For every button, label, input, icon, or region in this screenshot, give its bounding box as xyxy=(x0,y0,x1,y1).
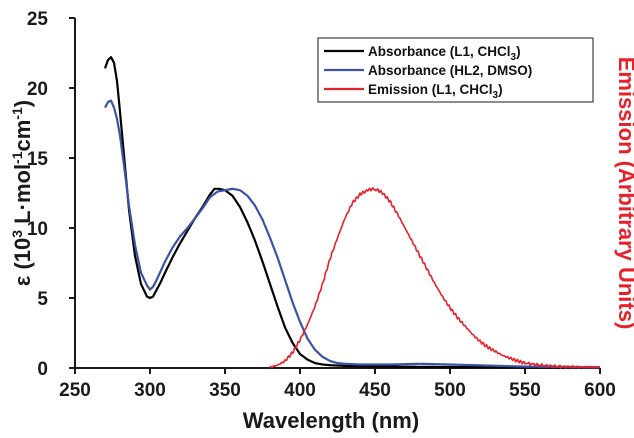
legend-items: Absorbance (L1, CHCl3)Absorbance (HL2, D… xyxy=(324,44,532,101)
y-tick-label: 0 xyxy=(37,359,48,380)
y-tick-label: 20 xyxy=(27,79,48,100)
absorbance-l1-line xyxy=(103,56,601,369)
x-tick-label: 250 xyxy=(59,380,91,401)
y-tick-label: 5 xyxy=(37,289,48,310)
x-tick-label: 600 xyxy=(584,380,616,401)
x-tick-group: 250 300 350 400 450 500 550 600 xyxy=(59,368,616,401)
x-axis-title: Wavelength (nm) xyxy=(243,408,419,433)
x-tick-label: 500 xyxy=(434,380,466,401)
legend-entry-absorbance-l1: Absorbance (L1, CHCl3) xyxy=(324,44,521,63)
legend-label: Absorbance (L1, CHCl3) xyxy=(368,44,521,63)
plot-area: 250 300 350 400 450 500 550 600 0 5 10 15 20 25 xyxy=(27,9,616,401)
y-tick-group: 0 5 10 15 20 25 xyxy=(27,9,75,380)
emission-l1-line xyxy=(269,187,601,369)
legend-label: Emission (L1, CHCl3) xyxy=(368,82,503,101)
legend-entry-absorbance-hl2: Absorbance (HL2, DMSO) xyxy=(324,63,532,78)
x-tick-label: 350 xyxy=(209,380,241,401)
absorbance-hl2-line xyxy=(104,99,601,369)
x-tick-label: 450 xyxy=(359,380,391,401)
legend-label: Absorbance (HL2, DMSO) xyxy=(368,63,532,78)
y-tick-label: 25 xyxy=(27,9,49,30)
series-group xyxy=(103,56,601,369)
x-tick-label: 550 xyxy=(509,380,541,401)
y-tick-label: 15 xyxy=(27,149,49,170)
y-axis-title-right: Emission (Arbitrary Units) xyxy=(614,57,634,330)
legend-entry-emission-l1: Emission (L1, CHCl3) xyxy=(324,82,503,101)
x-tick-label: 400 xyxy=(284,380,316,401)
y-tick-label: 10 xyxy=(27,219,48,240)
y-axis-title-left: ε (103 L·mol-1cm-1) xyxy=(9,100,35,286)
x-tick-label: 300 xyxy=(134,380,166,401)
legend: Absorbance (L1, CHCl3)Absorbance (HL2, D… xyxy=(317,37,594,103)
